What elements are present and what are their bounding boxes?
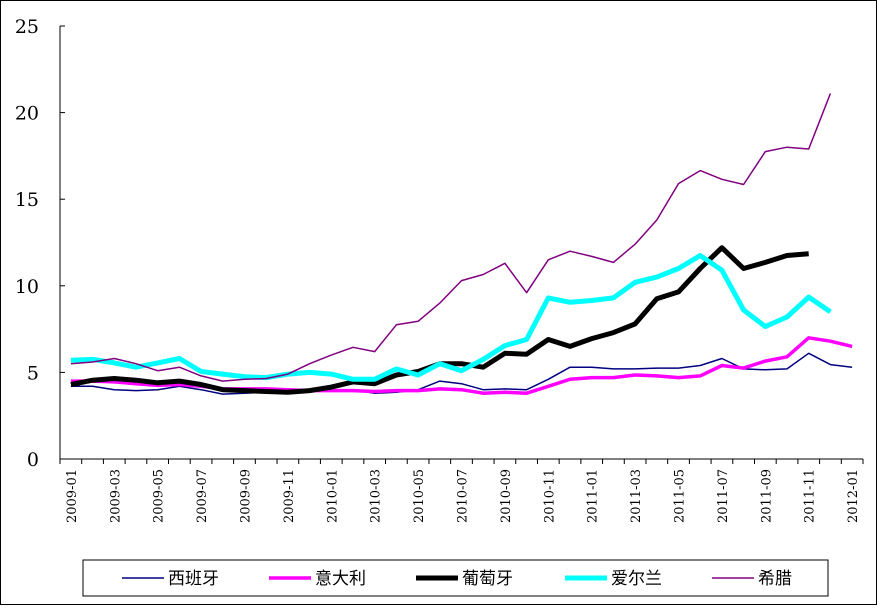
x-tick-label: 2009-07 <box>195 469 210 523</box>
series-line-3 <box>70 245 809 395</box>
series-line-1 <box>70 352 853 395</box>
x-tick-label: 2011-03 <box>629 469 644 523</box>
legend-label-1: 西班牙 <box>168 569 219 589</box>
series-line-5 <box>70 93 832 382</box>
x-tick-labels: 2009-01 2009-03 2009-05 2009-07 2009-09 2009-… <box>65 469 861 523</box>
legend-label-3: 葡萄牙 <box>462 569 513 589</box>
x-tick-label: 2009-03 <box>108 469 123 523</box>
y-tick-labels: 0 5 10 15 20 25 <box>15 16 39 471</box>
x-tick-label: 2009-11 <box>282 469 297 523</box>
x-tick-label: 2010-01 <box>325 469 340 523</box>
legend-label-2: 意大利 <box>315 569 366 589</box>
x-tick-label: 2011-09 <box>759 469 774 523</box>
x-tick-label: 2012-01 <box>846 469 861 523</box>
legend-label-4: 爱尔兰 <box>611 569 662 589</box>
x-tick-label: 2011-01 <box>586 469 601 523</box>
y-tick-label: 10 <box>15 276 39 298</box>
x-tick-label: 2011-11 <box>803 469 818 523</box>
x-tick-label: 2010-03 <box>369 469 384 523</box>
y-tick-label: 20 <box>15 103 39 125</box>
x-tick-label: 2010-11 <box>542 469 557 523</box>
x-tick-label: 2009-05 <box>152 469 167 523</box>
y-tick-label: 5 <box>27 362 39 384</box>
y-tick-label: 0 <box>27 449 39 471</box>
x-tick-label: 2010-07 <box>456 469 471 523</box>
y-tick-label: 25 <box>15 16 39 38</box>
x-tick-label: 2010-09 <box>499 469 514 523</box>
series-line-4 <box>70 253 832 382</box>
y-tick-label: 15 <box>15 189 39 211</box>
x-tick-label: 2009-09 <box>238 469 253 523</box>
axes <box>59 25 864 464</box>
x-tick-label: 2010-05 <box>412 469 427 523</box>
x-tick-label: 2011-07 <box>716 469 731 523</box>
x-tick-label: 2009-01 <box>65 469 80 523</box>
legend-label-5: 希腊 <box>758 569 792 589</box>
legend: 西班牙 意大利 葡萄牙 爱尔兰 希腊 <box>82 559 829 597</box>
x-tick-label: 2011-05 <box>673 469 688 523</box>
series-lines <box>70 93 853 395</box>
